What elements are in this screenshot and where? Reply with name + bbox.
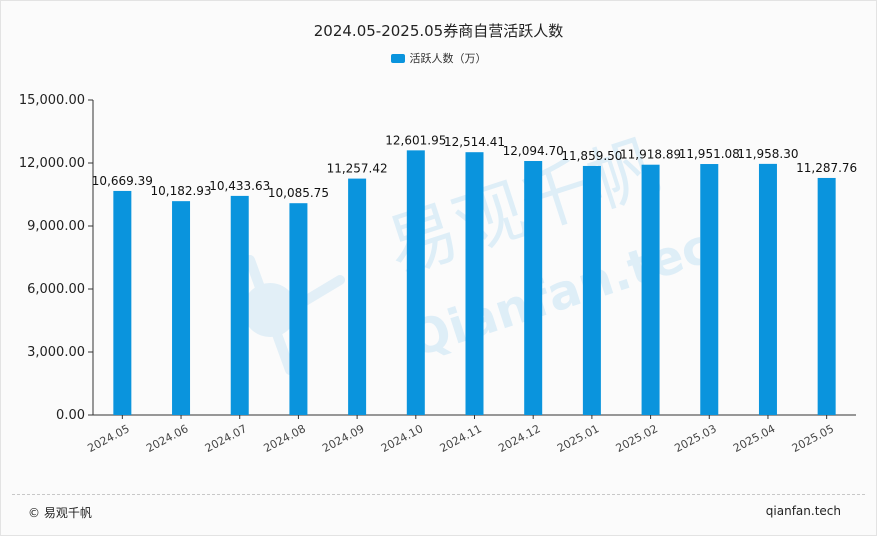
bar bbox=[758, 163, 777, 415]
bar bbox=[230, 195, 249, 415]
x-tick-label: 2024.07 bbox=[203, 422, 249, 455]
footer-site: qianfan.tech bbox=[765, 504, 841, 518]
legend[interactable]: 活跃人数（万） bbox=[0, 50, 877, 66]
x-tick-label: 2024.06 bbox=[144, 422, 190, 455]
y-tick-label: 6,000.00 bbox=[27, 282, 85, 297]
bar bbox=[406, 150, 425, 415]
y-tick-label: 0.00 bbox=[56, 408, 85, 423]
data-label: 10,669.39 bbox=[92, 174, 153, 188]
x-tick-label: 2024.11 bbox=[438, 422, 484, 455]
bar bbox=[289, 203, 308, 415]
data-label: 11,287.76 bbox=[796, 161, 857, 175]
x-tick-label: 2025.01 bbox=[555, 422, 601, 455]
bar bbox=[641, 164, 660, 415]
legend-label: 活跃人数（万） bbox=[409, 52, 487, 65]
chart-title: 2024.05-2025.05券商自营活跃人数 bbox=[313, 22, 564, 40]
data-label: 10,433.63 bbox=[209, 179, 270, 193]
bar bbox=[700, 164, 719, 415]
y-tick-label: 9,000.00 bbox=[27, 219, 85, 234]
bar bbox=[465, 152, 484, 415]
data-label: 10,182.93 bbox=[150, 184, 211, 198]
data-label: 12,514.41 bbox=[444, 135, 505, 149]
data-label: 11,859.50 bbox=[561, 149, 622, 163]
x-tick-label: 2024.05 bbox=[85, 422, 131, 455]
x-tick-label: 2025.02 bbox=[614, 422, 660, 455]
x-tick-label: 2024.08 bbox=[262, 422, 308, 455]
bar bbox=[348, 178, 367, 415]
footer-copyright: © 易观千帆 bbox=[28, 506, 92, 520]
y-tick-label: 3,000.00 bbox=[27, 345, 85, 360]
y-tick-label: 15,000.00 bbox=[19, 93, 85, 108]
data-label: 11,951.08 bbox=[679, 147, 740, 161]
data-label: 11,257.42 bbox=[327, 162, 388, 176]
x-tick-label: 2024.09 bbox=[320, 422, 366, 455]
data-label: 11,958.30 bbox=[737, 147, 798, 161]
bar bbox=[113, 190, 132, 415]
footer-divider bbox=[12, 494, 865, 495]
y-tick-label: 12,000.00 bbox=[19, 156, 85, 171]
legend-swatch bbox=[390, 53, 405, 63]
bar bbox=[582, 165, 601, 415]
bar bbox=[524, 161, 543, 415]
x-tick-label: 2025.05 bbox=[790, 422, 836, 455]
x-tick-label: 2024.10 bbox=[379, 422, 425, 455]
bar bbox=[172, 201, 191, 415]
x-tick-label: 2024.12 bbox=[496, 422, 542, 455]
data-label: 11,918.89 bbox=[620, 148, 681, 162]
data-label: 10,085.75 bbox=[268, 186, 329, 200]
x-tick-label: 2025.03 bbox=[672, 422, 718, 455]
x-tick-label: 2025.04 bbox=[731, 422, 777, 455]
data-label: 12,094.70 bbox=[503, 144, 564, 158]
data-label: 12,601.95 bbox=[385, 133, 446, 147]
bar bbox=[817, 177, 836, 415]
